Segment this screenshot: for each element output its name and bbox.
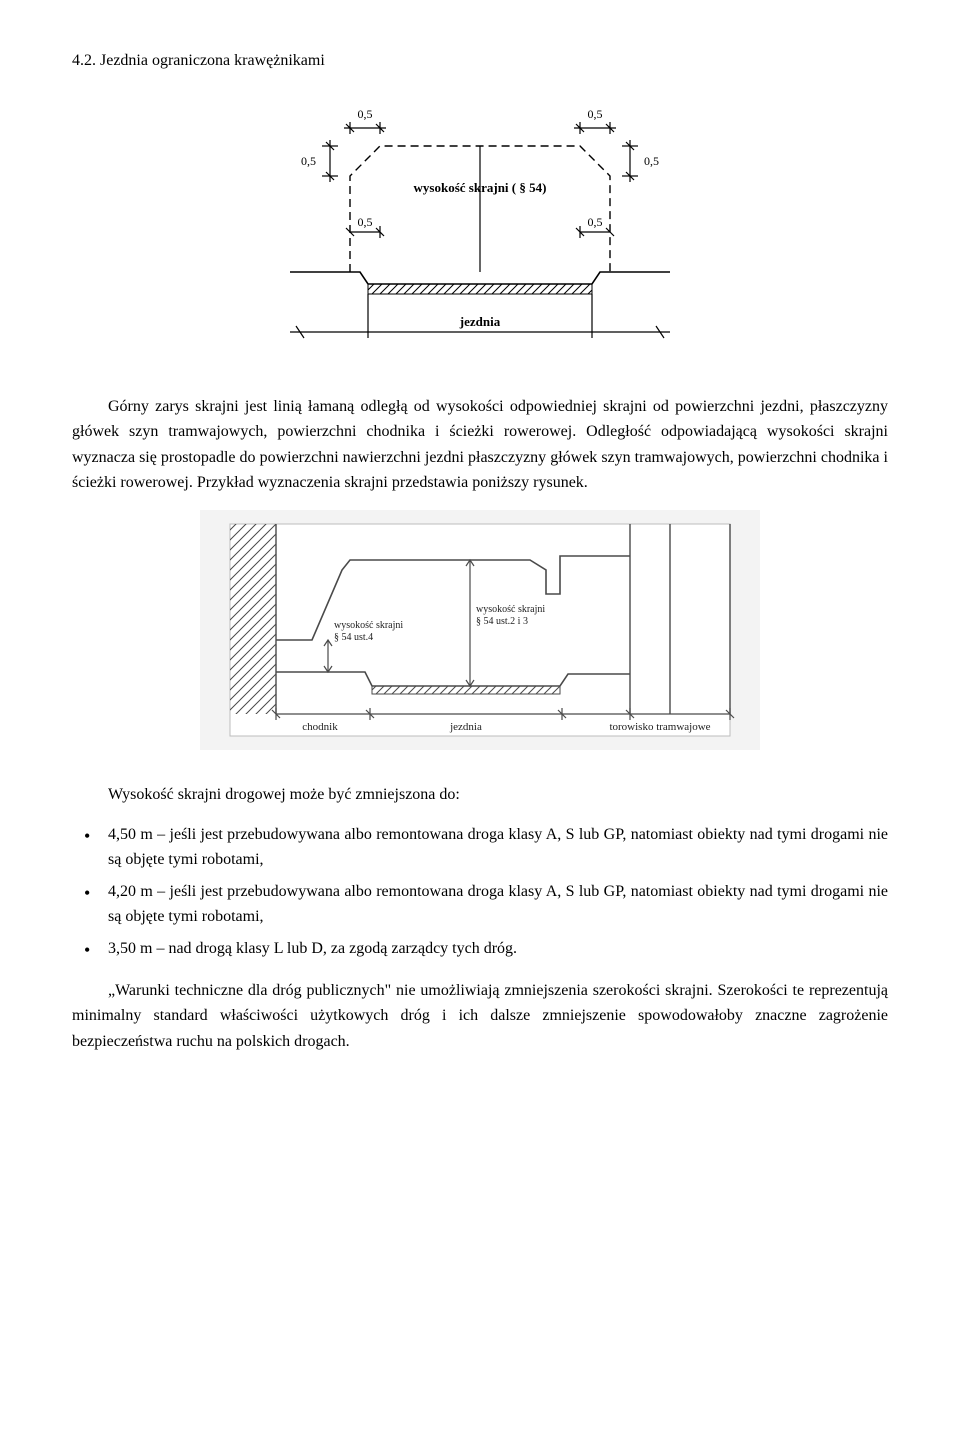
fig2-label-ws23b: § 54 ust.2 i 3 xyxy=(476,616,528,627)
paragraph-1: Górny zarys skrajni jest linią łamaną od… xyxy=(72,394,888,496)
figure-2: wysokość skrajni § 54 ust.4 wysokość skr… xyxy=(72,510,888,750)
fig2-label-ws23a: wysokość skrajni xyxy=(476,604,545,615)
fig1-label-jezdnia: jezdnia xyxy=(459,314,501,329)
fig2-label-jezdnia: jezdnia xyxy=(449,721,482,733)
list-item: 4,20 m – jeśli jest przebudowywana albo … xyxy=(72,879,888,930)
fig2-label-ws4a: wysokość skrajni xyxy=(334,620,403,631)
bullet-list: 4,50 m – jeśli jest przebudowywana albo … xyxy=(72,822,888,962)
paragraph-3: „Warunki techniczne dla dróg publicznych… xyxy=(72,978,888,1055)
fig2-label-chodnik: chodnik xyxy=(302,721,338,733)
fig1-dim-top-right: 0,5 xyxy=(588,107,603,121)
section-title-text: Jezdnia ograniczona krawężnikami xyxy=(100,52,325,69)
fig1-dim-top-left: 0,5 xyxy=(358,107,373,121)
paragraph-2-intro: Wysokość skrajni drogowej może być zmnie… xyxy=(72,782,888,808)
fig1-dim-side-left: 0,5 xyxy=(301,154,316,168)
section-heading: 4.2. Jezdnia ograniczona krawężnikami xyxy=(72,48,888,74)
fig2-label-torowisko: torowisko tramwajowe xyxy=(609,721,710,733)
fig1-label-height: wysokość skrajni ( § 54) xyxy=(414,180,547,195)
fig1-dim-inner-left: 0,5 xyxy=(358,215,373,229)
list-item: 3,50 m – nad drogą klasy L lub D, za zgo… xyxy=(72,936,888,962)
section-number: 4.2. xyxy=(72,52,96,69)
figure-1: 0,5 0,5 0,5 0,5 xyxy=(72,102,888,362)
fig1-dim-side-right: 0,5 xyxy=(644,154,659,168)
fig2-label-ws4b: § 54 ust.4 xyxy=(334,632,373,643)
fig1-dim-inner-right: 0,5 xyxy=(588,215,603,229)
list-item: 4,50 m – jeśli jest przebudowywana albo … xyxy=(72,822,888,873)
